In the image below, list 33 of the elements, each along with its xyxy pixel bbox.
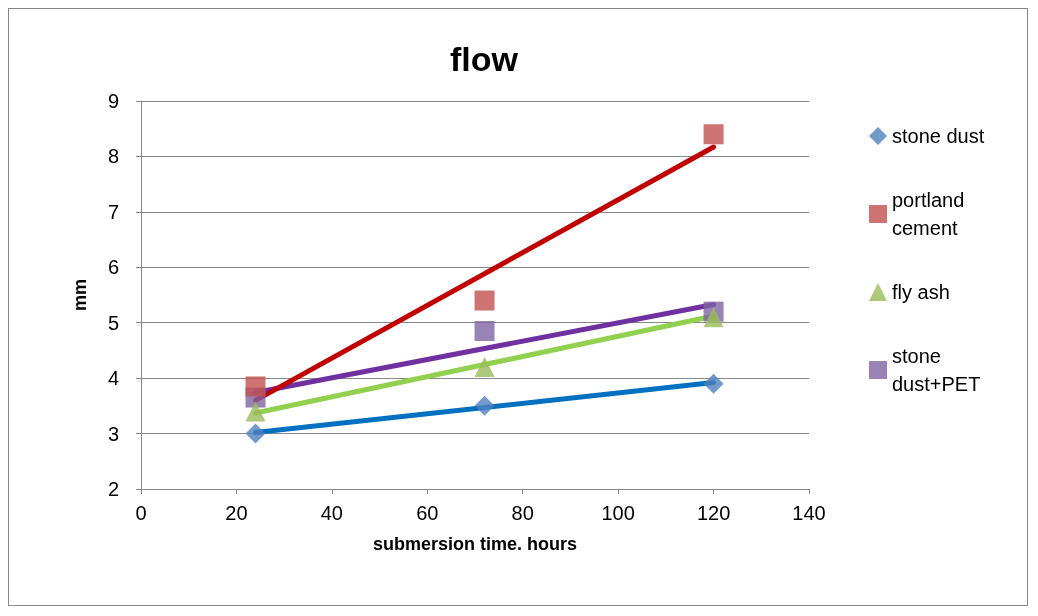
x-tick-label: 120: [696, 502, 731, 524]
x-axis-title: submersion time. hours: [372, 534, 578, 554]
chart-title: flow: [450, 40, 519, 78]
point: [474, 290, 495, 311]
x-tick-label: 60: [416, 502, 439, 524]
y-tick-label: 6: [107, 256, 119, 279]
point: [474, 321, 495, 342]
y-tick-label: 9: [107, 90, 119, 112]
legend-label: stone dust+PET: [892, 345, 981, 395]
point: [245, 423, 266, 444]
point: [474, 395, 495, 416]
y-tick-label: 4: [107, 367, 119, 390]
point: [474, 357, 495, 378]
legend-label: portland cement: [892, 189, 970, 239]
y-tick-label: 2: [107, 478, 119, 500]
x-tick-label: 80: [511, 502, 534, 524]
x-tick-label: 140: [792, 502, 826, 524]
y-tick-label: 8: [107, 145, 119, 168]
point: [703, 373, 724, 394]
point: [703, 124, 724, 145]
y-axis-title: mm: [70, 278, 90, 312]
y-tick-label: 3: [107, 422, 119, 445]
point: [703, 307, 724, 328]
y-tick-label: 7: [107, 200, 119, 223]
x-tick-label: 40: [320, 502, 343, 524]
x-tick-label: 0: [135, 502, 147, 524]
x-tick-label: 100: [601, 502, 635, 524]
point: [245, 401, 266, 422]
legend-label: fly ash: [892, 281, 950, 303]
x-tick-label: 20: [225, 502, 248, 524]
y-tick-label: 5: [107, 311, 119, 334]
legend-label: stone dust: [892, 125, 985, 147]
point: [245, 376, 266, 397]
